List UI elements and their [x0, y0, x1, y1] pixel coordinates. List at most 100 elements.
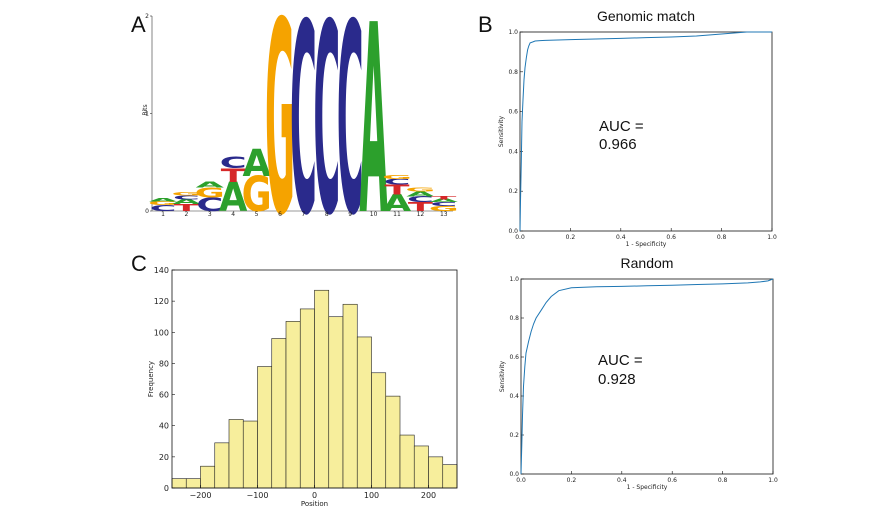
histogram-bar [314, 289, 330, 489]
logo-letter-T: T [385, 182, 410, 198]
histogram-bar [328, 316, 344, 489]
roc-genomic-auc-value: 0.966 [599, 136, 637, 153]
logo-letter-A: A [196, 180, 225, 189]
logo-letter-T: T [221, 164, 246, 186]
logo-letter-T: T [431, 196, 456, 201]
roc-genomic-roc-curve [519, 31, 772, 232]
histogram-bar [299, 308, 315, 489]
roc-random-x-tick-label: 0.8 [718, 477, 728, 484]
logo-letter-G: G [195, 185, 225, 201]
roc-random-x-tick-label: 0.4 [617, 477, 627, 484]
logo-letter-C: C [290, 0, 317, 274]
logo-letter-A: A [172, 198, 201, 206]
roc-random-y-tick-label: 0.4 [509, 393, 519, 400]
histogram-y-tick-label: 40 [159, 422, 169, 431]
roc-random-x-tick-label: 0.0 [516, 477, 526, 484]
logo-position-tick: 3 [208, 211, 212, 218]
histogram-bar [442, 464, 458, 489]
histogram-x-tick-label: −200 [190, 491, 212, 500]
roc-genomic-x-tick-label: 0.8 [717, 234, 727, 241]
roc-random-y-tick-label: 0.6 [509, 354, 519, 361]
logo-letter-A: A [149, 198, 179, 203]
logo-letter-A: A [242, 142, 271, 185]
histogram-bar [371, 372, 387, 489]
roc-genomic-auc-label: AUC = [599, 118, 644, 135]
logo-position-tick: 6 [278, 211, 282, 218]
logo-letter-A: A [430, 199, 460, 204]
roc-genomic-x-tick-label: 0.2 [566, 234, 576, 241]
logo-letter-G: G [242, 167, 272, 223]
roc-random-x-axis-label: 1 - Specificity [627, 484, 668, 491]
logo-position-tick: 13 [440, 211, 448, 218]
logo-letter-C: C [150, 204, 177, 213]
logo-letter-A: A [383, 191, 412, 217]
roc-genomic-y-tick-label: 0.0 [508, 228, 518, 235]
roc-random-x-tick-label: 0.2 [567, 477, 577, 484]
logo-position-tick: 4 [231, 211, 235, 218]
logo-letter-C: C [430, 201, 457, 207]
histogram-bar [200, 465, 216, 489]
histogram-x-tick-label: −100 [247, 491, 269, 500]
histogram-bar [171, 478, 187, 489]
logo-letter-G: G [265, 0, 295, 274]
logo-position-tick: 2 [184, 211, 188, 218]
logo-position-tick: 1 [161, 211, 165, 218]
roc-genomic-y-tick-label: 1.0 [508, 29, 518, 36]
roc-genomic-x-tick-label: 0.4 [616, 234, 626, 241]
roc-random-y-tick-label: 0.0 [509, 471, 519, 478]
histogram-y-tick-label: 20 [159, 453, 169, 462]
logo-position-tick: 7 [301, 211, 305, 218]
logo-position-tick: 9 [348, 211, 352, 218]
histogram-x-axis-label: Position [301, 500, 328, 508]
logo-position-tick: 12 [417, 211, 425, 218]
logo-letter-G: G [382, 174, 412, 180]
histogram-x-tick-label: 0 [312, 491, 317, 500]
logo-letter-A: A [359, 0, 387, 273]
logo-letter-C: C [407, 195, 434, 204]
histogram-y-tick-label: 80 [159, 359, 169, 368]
logo-letter-C: C [220, 153, 247, 172]
histogram-x-tick-label: 200 [421, 491, 436, 500]
panel-label-b: B [478, 12, 493, 37]
logo-y-tick-label: 1 [145, 111, 149, 118]
histogram-bar [399, 434, 415, 489]
logo-letter-G: G [148, 200, 178, 206]
roc-random-auc-value: 0.928 [598, 371, 636, 388]
logo-letter-G: G [171, 192, 201, 197]
histogram-bar [356, 336, 372, 489]
logo-letter-G: G [405, 187, 435, 193]
logo-letter-C: C [313, 0, 340, 274]
logo-letter-C: C [173, 195, 200, 201]
logo-letter-A: A [406, 191, 435, 199]
histogram-bar [428, 456, 444, 489]
logo-letter-T: T [408, 200, 434, 214]
logo-letter-G: G [429, 205, 459, 213]
logo-letter-C: C [384, 177, 411, 186]
roc-genomic-x-tick-label: 0.6 [666, 234, 676, 241]
roc-genomic-y-tick-label: 0.6 [508, 109, 518, 116]
logo-position-tick: 10 [370, 211, 378, 218]
roc-random-title: Random [621, 255, 674, 271]
logo-letter-C: C [337, 0, 364, 274]
logo-y-axis-label: Bits [142, 104, 149, 115]
roc-genomic-plot-frame [519, 31, 773, 232]
histogram-bar [342, 303, 358, 489]
panel-label-a: A [131, 12, 146, 37]
histogram-y-tick-label: 0 [164, 484, 169, 493]
histogram-bar [271, 338, 287, 489]
roc-random-x-tick-label: 0.6 [667, 477, 677, 484]
roc-genomic-title: Genomic match [597, 8, 695, 24]
histogram-bar [228, 419, 244, 489]
logo-y-tick-label: 2 [145, 13, 149, 20]
logo-position-tick: 8 [325, 211, 329, 218]
histogram-y-tick-label: 100 [154, 328, 169, 337]
histogram-bar [185, 478, 201, 489]
roc-genomic-y-tick-label: 0.4 [508, 148, 518, 155]
histogram-y-axis-label: Frequency [147, 361, 155, 397]
roc-genomic-x-axis-label: 1 - Specificity [626, 241, 667, 248]
roc-random-plot-frame [520, 278, 774, 475]
roc-genomic-x-tick-label: 0.0 [515, 234, 525, 241]
logo-position-tick: 5 [255, 211, 259, 218]
roc-genomic-y-axis-label: Sensitivity [498, 115, 505, 147]
logo-letter-T: T [174, 203, 200, 214]
